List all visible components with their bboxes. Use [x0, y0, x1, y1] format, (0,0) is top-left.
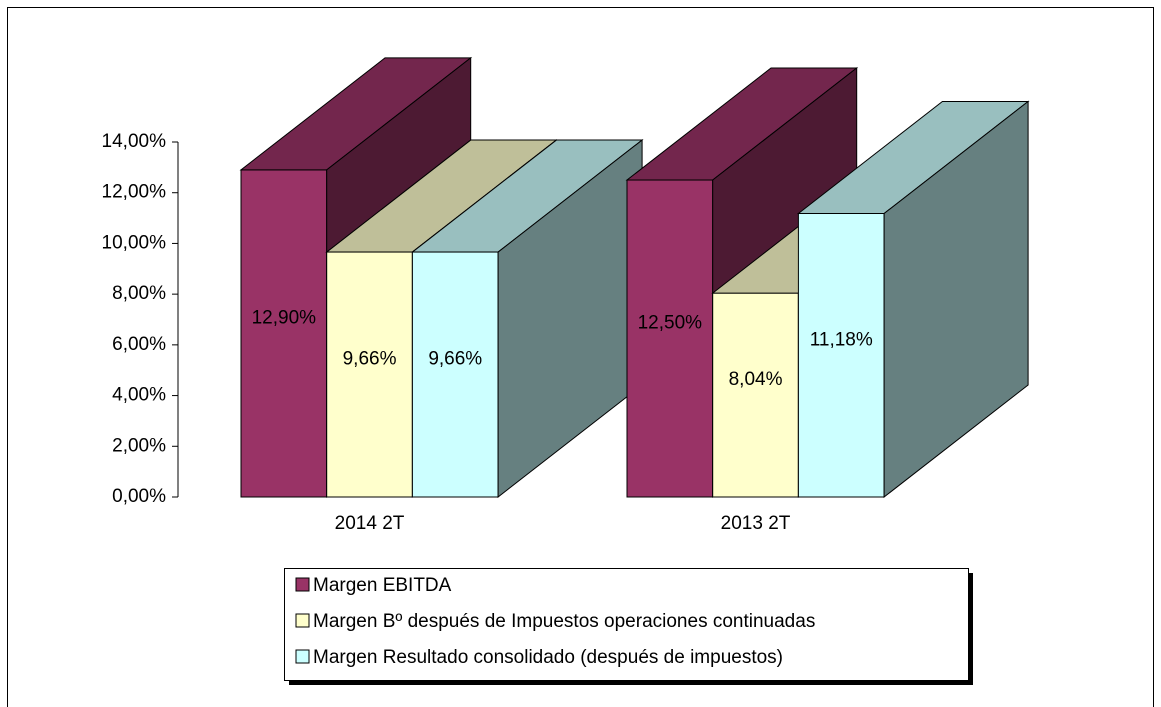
data-label: 12,50%	[638, 313, 703, 334]
y-tick-label: 2,00%	[112, 435, 166, 456]
data-label: 12,90%	[252, 307, 317, 328]
y-tick-label: 14,00%	[102, 131, 167, 152]
legend-box	[284, 568, 969, 681]
y-tick-label: 8,00%	[112, 283, 166, 304]
data-label: 11,18%	[810, 329, 873, 350]
data-label: 9,66%	[343, 349, 397, 370]
y-tick-label: 4,00%	[112, 385, 166, 406]
bar-front	[240, 169, 328, 498]
bar-front	[712, 292, 799, 498]
data-label: 8,04%	[729, 369, 783, 390]
legend-label: Margen EBITDA	[313, 575, 452, 596]
bar-front	[411, 251, 499, 498]
bar-front	[326, 251, 413, 498]
y-tick-label: 0,00%	[112, 486, 166, 507]
y-tick-label: 10,00%	[102, 232, 167, 253]
legend-swatch	[295, 613, 310, 628]
legend-label: Margen Resultado consolidado (después de…	[313, 647, 783, 668]
y-tick-label: 6,00%	[112, 334, 166, 355]
data-label: 9,66%	[428, 349, 482, 370]
legend-swatch	[295, 649, 310, 664]
bar-front	[797, 213, 885, 498]
bar-side	[883, 100, 1029, 499]
legend-swatch	[295, 577, 310, 592]
x-tick-label: 2014 2T	[335, 513, 405, 534]
y-tick-label: 12,00%	[102, 182, 167, 203]
bar-front	[626, 179, 714, 498]
legend-label: Margen Bº después de Impuestos operacion…	[313, 611, 815, 632]
x-tick-label: 2013 2T	[721, 513, 791, 534]
